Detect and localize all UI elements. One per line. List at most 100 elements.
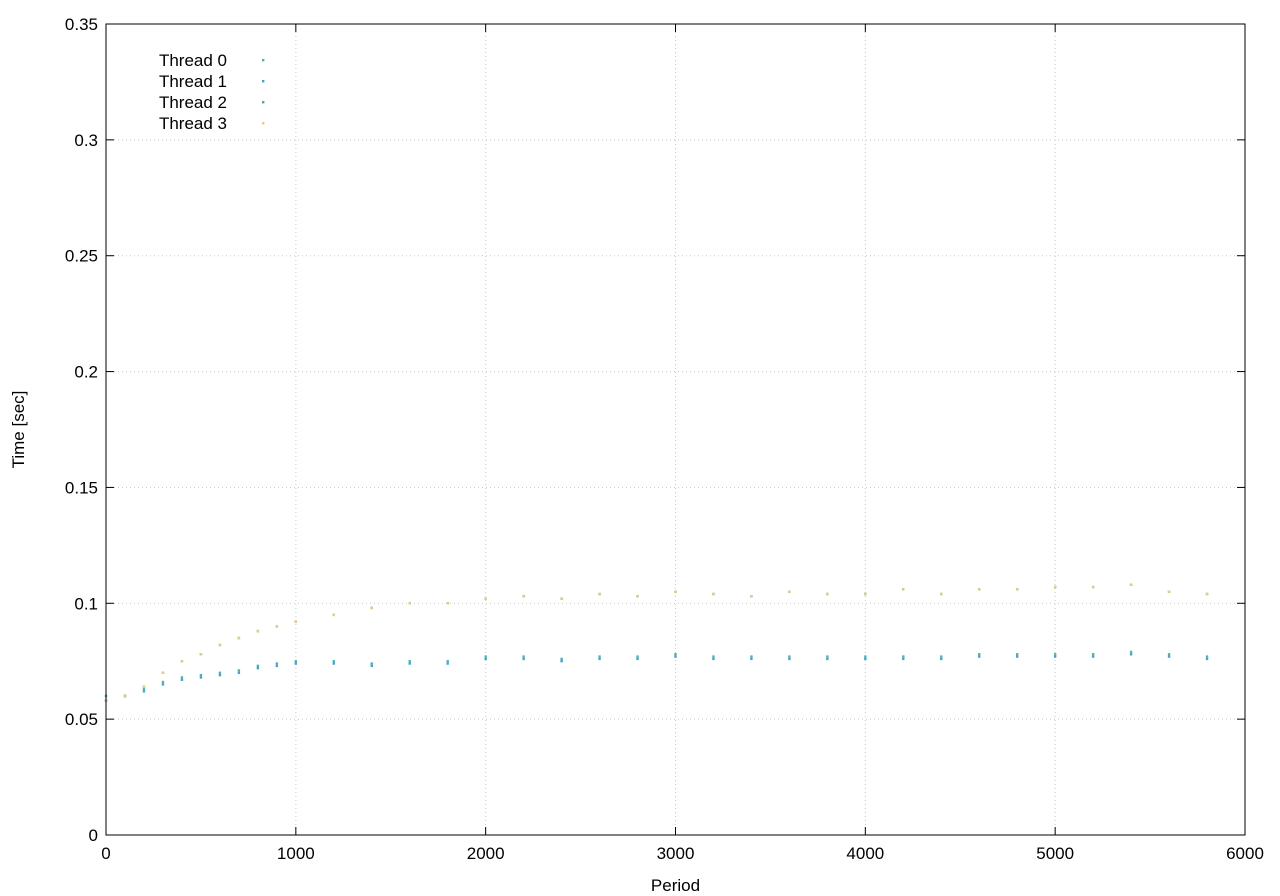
data-point	[218, 643, 222, 647]
axis-tick-labels: 0 1000 2000 3000 4000 5000 6000 0 0.05 0.1 0.15 0.2…	[65, 15, 1264, 863]
data-point	[294, 660, 298, 663]
data-point	[332, 613, 335, 617]
data-point	[484, 657, 487, 661]
data-point	[275, 625, 279, 628]
x-tick-label: 6000	[1226, 844, 1264, 863]
legend: Thread 0 Thread 1 Thread 2 Thread 3	[159, 51, 265, 133]
data-point	[674, 653, 677, 656]
data-point	[978, 588, 981, 591]
data-point	[902, 657, 905, 661]
data-point	[978, 655, 981, 658]
series-1-points	[104, 653, 1209, 702]
data-point	[1016, 655, 1019, 658]
data-point	[560, 597, 563, 600]
data-point	[123, 694, 127, 698]
data-point	[142, 685, 146, 688]
y-tick-label: 0.05	[65, 710, 98, 729]
x-tick-label: 3000	[657, 844, 695, 863]
data-point	[1205, 592, 1209, 596]
data-point	[484, 597, 487, 600]
data-point	[256, 666, 260, 670]
data-point	[788, 657, 791, 661]
data-point	[1091, 653, 1095, 656]
data-point	[1091, 655, 1095, 658]
y-tick-label: 0.15	[65, 478, 98, 497]
data-point	[294, 620, 298, 624]
data-point	[788, 590, 791, 593]
data-point	[180, 660, 184, 663]
data-point	[636, 655, 639, 658]
data-point	[864, 655, 867, 658]
data-point	[256, 664, 260, 668]
y-tick-label: 0.35	[65, 15, 98, 34]
data-point	[750, 595, 753, 598]
x-tick-label: 1000	[277, 844, 315, 863]
plot-frame	[105, 23, 1246, 836]
data-point	[484, 655, 487, 658]
data-point	[674, 655, 677, 658]
data-point	[1016, 653, 1019, 656]
data-point	[636, 595, 639, 598]
data-point	[902, 655, 905, 658]
data-point	[522, 657, 525, 661]
data-point	[560, 660, 563, 663]
data-point	[446, 602, 449, 605]
y-tick-label: 0.3	[74, 131, 98, 150]
data-point	[332, 660, 335, 663]
data-point	[446, 660, 449, 663]
data-point	[1053, 653, 1057, 656]
data-point	[1167, 590, 1171, 593]
data-point	[275, 664, 279, 668]
data-point	[712, 657, 715, 661]
data-point	[1016, 588, 1019, 591]
data-point	[522, 655, 525, 658]
y-tick-label: 0.1	[74, 594, 98, 613]
data-point	[180, 676, 184, 679]
y-tick-label: 0.2	[74, 363, 98, 382]
data-point	[1053, 585, 1057, 589]
data-point	[161, 680, 165, 684]
data-point	[598, 592, 601, 596]
data-point	[142, 687, 146, 691]
data-point	[370, 606, 373, 610]
grid-lines	[106, 24, 1245, 835]
data-point	[940, 657, 943, 661]
data-point	[826, 657, 829, 661]
data-point	[864, 592, 867, 596]
data-point	[370, 662, 373, 665]
data-point	[275, 662, 279, 665]
data-point	[826, 655, 829, 658]
data-point	[294, 662, 298, 665]
legend-marker	[262, 59, 265, 62]
data-point	[218, 671, 222, 674]
x-tick-label: 2000	[467, 844, 505, 863]
data-point	[1129, 653, 1133, 656]
data-point	[864, 657, 867, 661]
data-point	[788, 655, 791, 658]
data-point	[1167, 653, 1171, 656]
data-point	[826, 592, 829, 596]
data-point	[237, 636, 241, 640]
y-axis-title: Time [sec]	[9, 391, 28, 469]
legend-marker	[262, 80, 265, 83]
data-point	[199, 676, 203, 679]
data-point	[161, 671, 165, 674]
legend-label: Thread 0	[159, 51, 227, 70]
data-point	[408, 660, 411, 663]
data-point	[142, 690, 146, 693]
data-point	[218, 673, 222, 677]
x-tick-label: 5000	[1036, 844, 1074, 863]
legend-label: Thread 2	[159, 93, 227, 112]
data-point	[1205, 657, 1209, 661]
y-tick-label: 0	[89, 826, 98, 845]
data-point	[674, 590, 677, 593]
data-point	[237, 671, 241, 674]
data-point	[750, 657, 753, 661]
data-points	[104, 583, 1209, 702]
data-point	[1129, 650, 1133, 654]
data-point	[712, 655, 715, 658]
data-point	[180, 678, 184, 681]
axis-ticks	[105, 23, 1246, 836]
data-point	[161, 683, 165, 686]
